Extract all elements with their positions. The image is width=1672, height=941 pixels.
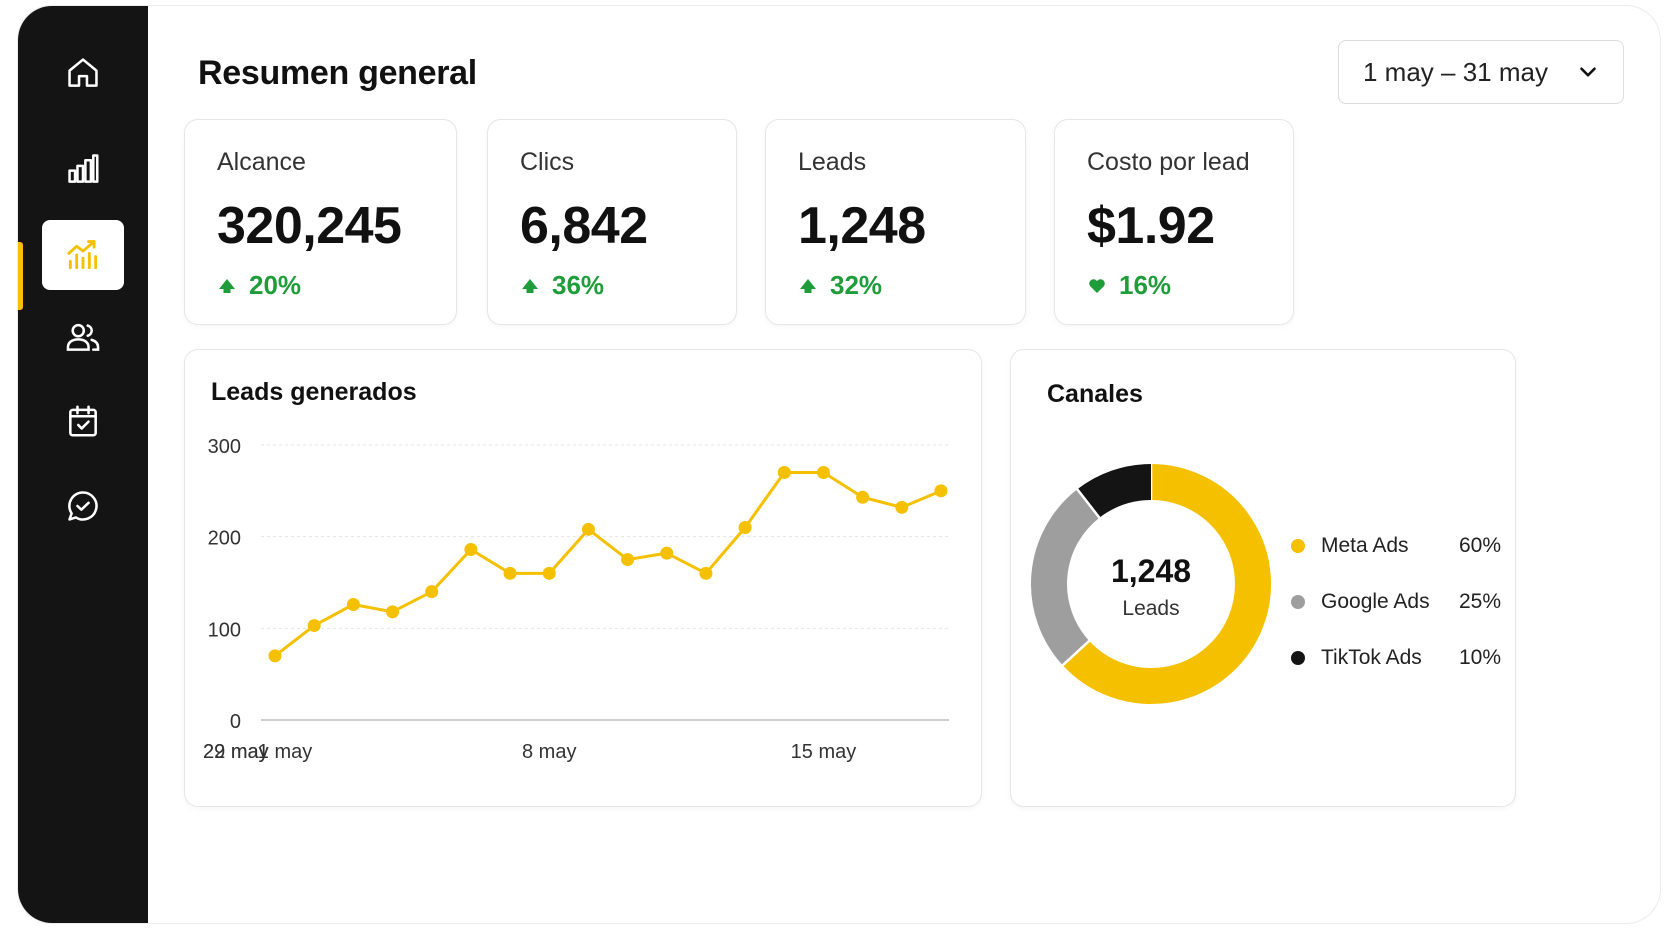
leads-series-line (274, 471, 942, 658)
legend-item-google-ads: Google Ads 25% (1291, 574, 1501, 630)
kpi-value: 6,842 (520, 197, 648, 255)
kpi-label: Alcance (217, 148, 306, 176)
kpi-value: 1,248 (798, 197, 926, 255)
kpi-change: 32% (798, 270, 882, 301)
donut-chart-title: Canales (1047, 380, 1143, 408)
legend-label: TikTok Ads (1321, 646, 1422, 669)
kpi-label: Leads (798, 148, 867, 176)
kpi-change-value: 32% (830, 270, 883, 300)
sidebar-item-home[interactable] (42, 38, 124, 108)
heart-icon (1089, 278, 1105, 293)
sidebar-item-users[interactable] (42, 302, 124, 372)
leads-data-point (464, 543, 478, 556)
leads-data-point (699, 566, 713, 580)
legend-value: 25% (1458, 590, 1501, 613)
chat-icon (68, 491, 98, 521)
x-tick-label: 1 may (258, 741, 312, 763)
y-tick-label: 200 (208, 528, 241, 550)
channels-legend: Meta Ads 60% Google Ads 25% TikTok Ads 10% (1291, 518, 1501, 686)
leads-chart-card: Leads generados 0 100 200 300 1 may 8 may 15 m… (184, 349, 982, 807)
calendar-check-icon (69, 405, 97, 437)
leads-data-point (738, 521, 752, 534)
donut-center-label: Leads (1122, 597, 1179, 620)
x-tick-label: 8 may (522, 741, 576, 763)
legend-swatch (1291, 595, 1305, 609)
leads-data-point (542, 566, 556, 580)
y-tick-label: 0 (230, 711, 241, 733)
donut-slice-meta-ads (1062, 464, 1271, 704)
legend-swatch (1291, 539, 1305, 553)
leads-data-point (386, 605, 400, 619)
leads-data-point (425, 585, 439, 599)
home-icon (68, 58, 98, 87)
donut-slice-separator (1075, 487, 1102, 520)
legend-label: Meta Ads (1321, 534, 1409, 557)
leads-data-point (816, 466, 830, 479)
kpi-value: $1.92 (1087, 197, 1215, 255)
channels-card: Canales 1,248 Leads Meta Ads 60% Google Ads… (1010, 349, 1516, 807)
leads-data-point (621, 553, 635, 567)
kpi-card-leads: Leads 1,248 32% (765, 119, 1026, 325)
leads-data-point (503, 566, 517, 580)
sidebar (18, 6, 148, 923)
leads-data-point (268, 649, 282, 663)
donut-slice-tiktok-ads (1077, 464, 1152, 519)
y-tick-label: 300 (208, 436, 241, 458)
trend-chart-icon (67, 240, 98, 270)
leads-data-point (777, 466, 791, 479)
donut-center-value: 1,248 (1111, 553, 1191, 589)
kpi-card-alcance: Alcance 320,245 20% (184, 119, 457, 325)
kpi-value: 320,245 (217, 197, 402, 255)
leads-data-point (581, 522, 595, 536)
kpi-change-value: 36% (552, 270, 605, 300)
kpi-change: 20% (217, 270, 301, 301)
date-range-value: 1 may – 31 may (1363, 56, 1548, 87)
users-icon (66, 323, 100, 351)
sidebar-item-messages[interactable] (42, 471, 124, 541)
arrow-up-icon (800, 278, 816, 293)
line-chart-title: Leads generados (211, 378, 417, 406)
legend-item-meta-ads: Meta Ads 60% (1291, 518, 1501, 574)
channels-donut-chart: 1,248 Leads (1031, 463, 1271, 704)
sidebar-item-calendar[interactable] (42, 386, 124, 456)
x-tick-label: 15 may (791, 741, 857, 763)
legend-item-tiktok-ads: TikTok Ads 10% (1291, 630, 1501, 686)
x-tick-label: 22 may (203, 741, 269, 763)
leads-data-point (856, 490, 870, 504)
active-nav-marker (18, 242, 23, 310)
leads-data-point (934, 484, 948, 498)
kpi-change: 36% (520, 270, 604, 301)
legend-value: 60% (1458, 534, 1501, 557)
legend-label: Google Ads (1321, 590, 1430, 613)
bar-chart-icon (68, 154, 99, 183)
kpi-change-value: 16% (1119, 270, 1172, 300)
kpi-label: Costo por lead (1087, 148, 1250, 176)
leads-data-point (307, 619, 321, 633)
kpi-card-costo-por-lead: Costo por lead $1.92 16% (1054, 119, 1294, 325)
dashboard-frame: Resumen general 1 may – 31 may Alcance 3… (18, 6, 1660, 923)
legend-value: 10% (1458, 646, 1501, 669)
sidebar-item-analytics[interactable] (42, 220, 124, 290)
page-title: Resumen general (198, 54, 477, 92)
legend-swatch (1291, 651, 1305, 665)
leads-data-point (660, 546, 674, 560)
leads-data-point (346, 598, 360, 611)
y-tick-label: 100 (208, 619, 241, 641)
kpi-change-value: 20% (249, 270, 302, 300)
date-range-select[interactable]: 1 may – 31 may (1338, 40, 1624, 104)
arrow-up-icon (219, 278, 235, 293)
arrow-up-icon (522, 278, 538, 293)
x-tick-label: 29 may (203, 741, 269, 763)
leads-data-point (895, 500, 909, 514)
kpi-label: Clics (520, 148, 575, 176)
sidebar-item-reports[interactable] (42, 134, 124, 204)
kpi-card-clics: Clics 6,842 36% (487, 119, 737, 325)
chevron-down-icon (1580, 67, 1596, 77)
donut-slice-google-ads (1031, 489, 1100, 666)
donut-slice-separator (1061, 639, 1091, 667)
kpi-change: 16% (1087, 270, 1171, 301)
